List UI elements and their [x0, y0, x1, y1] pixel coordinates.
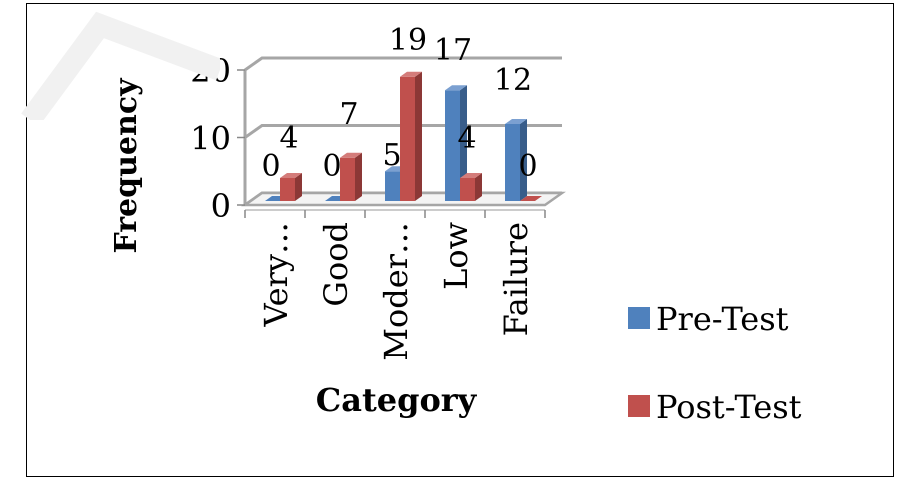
bar-pre-test	[445, 85, 467, 201]
x-category-label: Low	[437, 222, 475, 290]
legend-label-pre-test: Pre-Test	[656, 300, 789, 338]
legend: Pre-Test Post-Test	[628, 300, 802, 426]
bar-pre-test	[505, 119, 527, 201]
data-label-post-test: 7	[339, 97, 358, 132]
data-label-pre-test: 5	[382, 138, 401, 173]
x-axis-labels: Very… Good Moder… Low Failure	[257, 222, 535, 361]
x-category-label: Moder…	[377, 222, 415, 361]
data-label-post-test: 0	[518, 149, 537, 184]
legend-item-post-test: Post-Test	[628, 388, 802, 426]
bar-post-test	[460, 173, 482, 201]
data-label-pre-test: 12	[494, 63, 532, 98]
x-category-label: Failure	[497, 222, 535, 336]
x-category-label: Good	[317, 222, 355, 307]
x-axis-title: Category	[316, 381, 478, 419]
data-label-post-test: 4	[279, 121, 298, 156]
bar-post-test	[280, 173, 302, 201]
data-label-post-test: 4	[457, 121, 476, 156]
legend-label-post-test: Post-Test	[656, 388, 802, 426]
legend-item-pre-test: Pre-Test	[628, 300, 789, 338]
data-label-pre-test: 17	[434, 33, 472, 68]
watermark	[21, 11, 220, 120]
legend-swatch-post-test	[628, 395, 650, 417]
legend-swatch-pre-test	[628, 307, 650, 329]
bar-post-test	[520, 196, 542, 201]
y-tick-label: 10	[190, 120, 231, 158]
bars	[265, 71, 542, 201]
chart-frame	[26, 3, 894, 477]
bar-post-test	[340, 152, 362, 201]
y-axis-title: Frequency	[109, 77, 144, 254]
y-tick-label: 0	[211, 187, 231, 225]
data-label-pre-test: 0	[322, 149, 341, 184]
data-label-post-test: 19	[389, 23, 427, 58]
x-category-label: Very…	[257, 222, 295, 327]
data-label-pre-test: 0	[261, 149, 280, 184]
bar-post-test	[400, 71, 422, 201]
